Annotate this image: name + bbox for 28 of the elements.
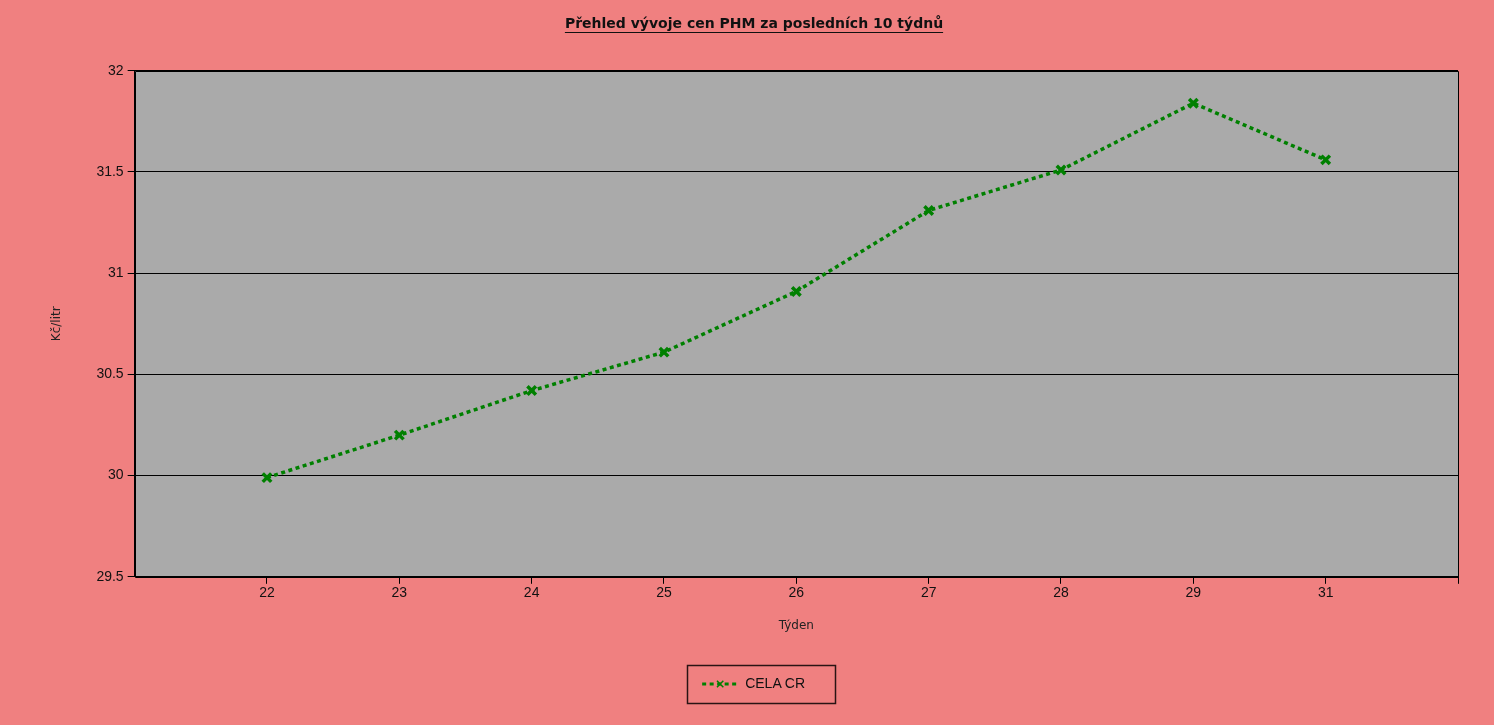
y-tick-label: 30	[108, 466, 124, 483]
x-axis-title: Týden	[777, 617, 814, 632]
y-tick-label: 30.5	[96, 365, 124, 382]
x-tick-label: 25	[656, 584, 672, 601]
point	[922, 204, 935, 217]
point	[1187, 97, 1200, 110]
point	[260, 471, 273, 484]
x-tick-label: 24	[523, 584, 540, 601]
point	[1055, 163, 1067, 176]
y-tick-label: 31.5	[96, 162, 124, 179]
x-tick-label: 27	[920, 584, 937, 601]
chart-title: Přehled vývoje cen PHM za posledních 10 týdnů	[564, 15, 944, 32]
y-tick-label: 32	[108, 61, 124, 78]
y-tick-label: 31	[108, 264, 124, 281]
point	[1319, 153, 1332, 166]
point	[790, 285, 803, 298]
point	[393, 429, 406, 442]
legend-label: CELA CR	[745, 674, 806, 691]
x-tick-label: 22	[259, 584, 275, 601]
x-tick-label: 31	[1317, 584, 1334, 601]
x-tick-label: 23	[391, 584, 408, 601]
x-tick-label: 26	[788, 584, 805, 601]
point	[658, 346, 670, 359]
x-tick-label: 28	[1053, 584, 1069, 601]
point	[525, 384, 538, 397]
x-tick-label: 29	[1185, 584, 1202, 601]
y-tick-label: 29.5	[96, 567, 124, 584]
y-axis-title: Kč/litr	[49, 306, 64, 342]
